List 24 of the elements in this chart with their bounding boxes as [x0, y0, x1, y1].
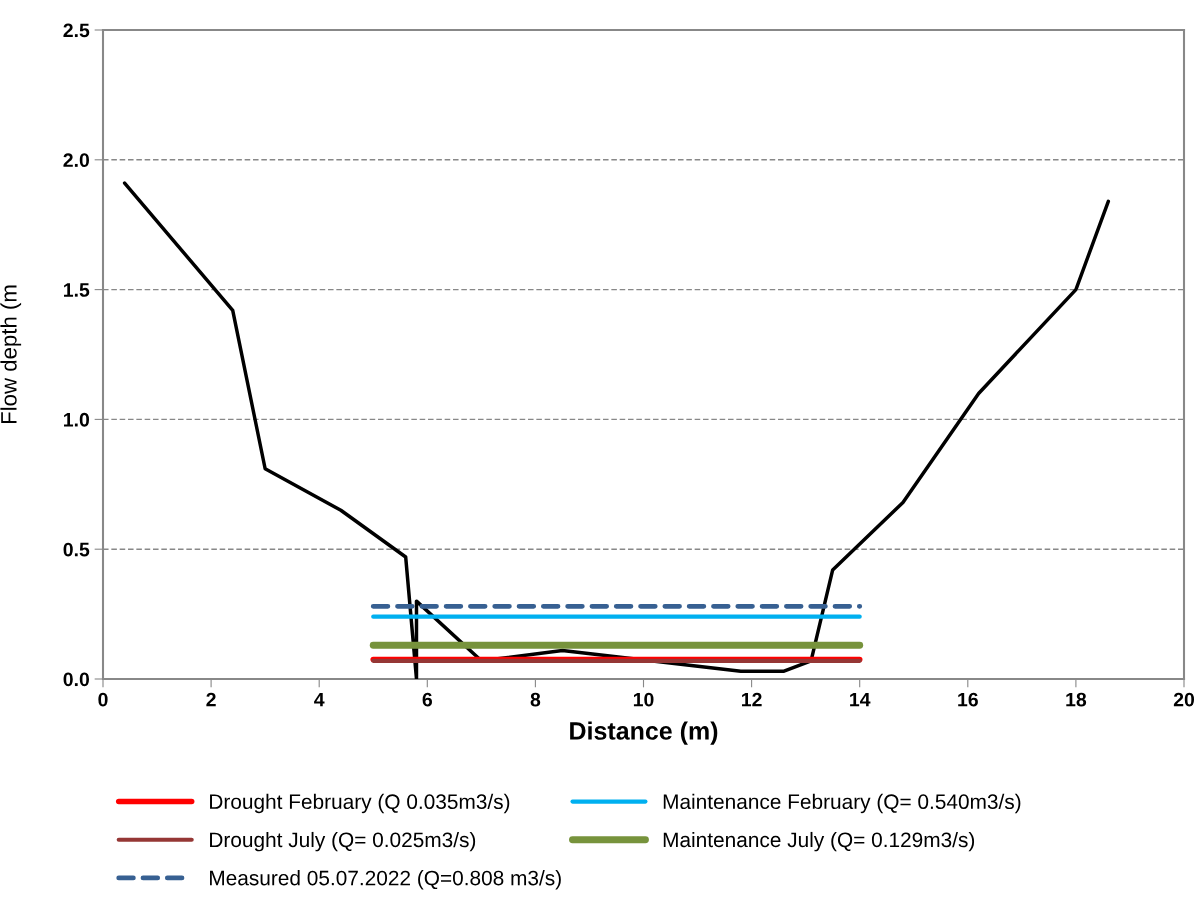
legend-label: Measured 05.07.2022 (Q=0.808 m3/s) — [210, 870, 561, 890]
y-tick-label: 1.0 — [64, 412, 90, 427]
legend-label: Maintenance July (Q= 0.129m3/s) — [663, 831, 975, 852]
legend-label: Drought February (Q 0.035m3/s) — [210, 793, 510, 814]
x-axis-title: Distance (m) — [570, 721, 718, 745]
legend-label: Maintenance February (Q= 0.540m3/s) — [663, 793, 1021, 814]
y-tick-label: 0.0 — [63, 672, 90, 687]
x-tick-label: 12 — [742, 692, 762, 707]
x-tick-label: 6 — [422, 692, 432, 707]
x-tick-label: 10 — [633, 692, 654, 707]
x-tick-label: 20 — [1173, 692, 1195, 707]
y-tick-label: 2.0 — [63, 153, 90, 168]
x-tick-label: 8 — [530, 692, 541, 707]
x-tick-label: 16 — [958, 692, 978, 707]
y-tick-label: 2.5 — [63, 23, 90, 38]
y-tick-label: 0.5 — [63, 542, 90, 557]
x-tick-label: 2 — [206, 692, 216, 707]
x-tick-label: 14 — [850, 692, 871, 707]
x-tick-label: 0 — [98, 692, 108, 707]
y-tick-label: 1.5 — [64, 283, 90, 297]
legend-label: Drought July (Q= 0.025m3/s) — [210, 831, 476, 852]
x-tick-label: 18 — [1066, 692, 1087, 707]
y-axis-title: Flow depth (m — [0, 285, 22, 424]
x-tick-label: 4 — [314, 692, 325, 707]
